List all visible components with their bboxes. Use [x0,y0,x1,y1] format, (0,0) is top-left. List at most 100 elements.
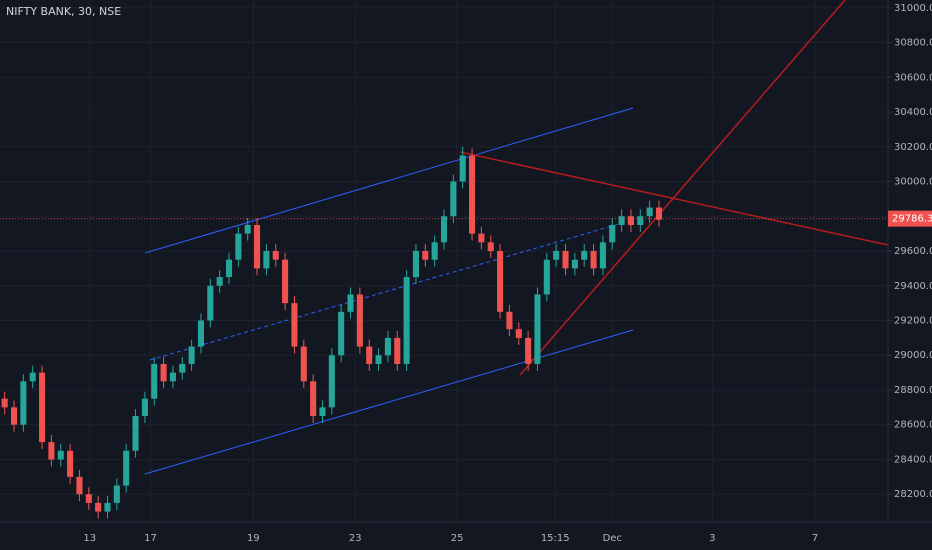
candle-body [39,372,46,443]
candle-body [179,363,186,373]
y-tick-label: 30400.00 [894,107,932,118]
candle-body [478,233,485,243]
candle-body [67,450,74,477]
candle-body [20,381,27,425]
candle-body [375,355,382,364]
y-tick-label: 28200.00 [894,489,932,500]
candle-body [384,337,391,356]
candle-body [263,251,270,269]
candle-body [225,259,233,278]
candle-body [618,216,625,225]
candle-body [534,294,541,364]
y-tick-label: 30800.00 [894,38,932,49]
candle-body [403,277,410,364]
candle-body [450,181,457,217]
candle-body [95,502,102,512]
x-tick-label: 7 [812,533,818,544]
candle-body [338,311,345,356]
candle-body [76,476,83,495]
candle-body [151,363,158,399]
trendline-down [459,151,889,246]
channel-lower [144,329,634,475]
candle-body [581,251,588,260]
candle-body [412,251,419,278]
x-tick-label: 15:15 [541,533,570,544]
candle-body [169,372,176,382]
candle-body [366,346,373,364]
candle-body [85,494,92,503]
y-tick-label: 29600.00 [894,246,932,257]
y-tick-label: 29400.00 [894,281,932,292]
candle-body [506,311,513,330]
candle-body [487,242,494,252]
candle-body [590,251,597,269]
candle-body [1,398,8,408]
candle-body [553,251,560,260]
candle-body [48,442,55,460]
y-tick-label: 29000.00 [894,350,932,361]
candle-body [123,450,130,486]
candle-body [291,303,298,347]
grid [0,0,888,522]
last-price-box [888,210,932,227]
candle-body [422,251,429,260]
x-tick-label: 19 [247,533,260,544]
candle-body [599,242,606,269]
candles [1,146,663,519]
candle-body [637,216,644,225]
x-tick-label: Dec [603,533,622,544]
candle-body [282,259,289,304]
candle-body [160,363,167,382]
candle-body [469,155,476,234]
candle-body [300,346,307,382]
drawings [144,0,889,475]
candle-body [394,337,401,364]
candle-body [141,398,148,417]
candle-body [197,320,205,347]
x-tick-label: 23 [349,533,362,544]
candle-body [272,251,279,260]
candle-body [244,224,251,234]
y-tick-label: 29200.00 [894,315,932,326]
candle-body [328,355,335,408]
y-tick-label: 28400.00 [894,454,932,465]
candle-body [10,407,18,425]
y-tick-label: 28600.00 [894,420,932,431]
candle-body [188,346,195,364]
chart-title: NIFTY BANK, 30, NSE [6,5,121,18]
candle-body [104,502,111,512]
candle-body [57,450,64,460]
y-tick-label: 30200.00 [894,142,932,153]
candle-body [113,485,120,503]
x-tick-label: 3 [709,533,715,544]
trendline-up [519,0,846,376]
candle-body [440,216,448,243]
candle-body [646,207,653,217]
candle-body [497,251,504,312]
candle-body [431,242,438,260]
candle-body [235,233,242,260]
candle-body [207,285,214,321]
candle-body [347,294,354,312]
candle-body [515,329,522,338]
x-tick-label: 25 [451,533,464,544]
candle-body [655,207,663,220]
last-price-label: 29786.35 [892,214,932,225]
candle-body [543,259,550,295]
candle-body [562,251,569,269]
y-tick-label: 28800.00 [894,385,932,396]
candle-body [319,407,326,417]
candle-body [29,372,36,382]
y-tick-label: 31000.00 [894,3,932,14]
candle-body [356,294,363,347]
y-tick-label: 30000.00 [894,177,932,188]
channel-upper [144,107,634,254]
y-tick-label: 30600.00 [894,72,932,83]
x-tick-label: 17 [144,533,157,544]
candle-body [254,224,261,269]
candle-body [609,224,616,243]
candle-body [216,277,223,286]
